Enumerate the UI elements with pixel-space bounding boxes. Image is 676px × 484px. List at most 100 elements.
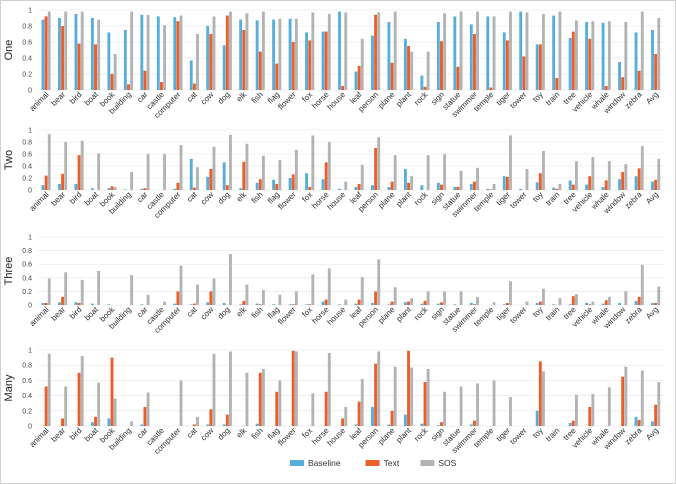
bar-text-fish	[258, 304, 262, 305]
bar-sos-house	[344, 299, 348, 305]
bar-sos-vehicle	[591, 301, 595, 305]
bar-baseline-dog	[222, 45, 226, 90]
bar-baseline-statue	[453, 16, 457, 90]
bar-baseline-book	[107, 304, 111, 305]
bar-baseline-leaf	[354, 424, 358, 426]
bar-sos-building	[130, 421, 134, 426]
bar-sos-flag	[278, 160, 282, 190]
bar-sos-computer	[179, 15, 183, 91]
bar-text-boat	[94, 416, 97, 426]
bar-sos-rock	[426, 51, 430, 90]
bar-sos-swimmer	[476, 296, 479, 305]
bar-baseline-boat	[90, 18, 94, 90]
bar-baseline-computer	[173, 17, 177, 91]
bar-baseline-flag	[272, 19, 276, 91]
bar-baseline-tiger	[502, 176, 506, 190]
bar-text-plant	[407, 46, 410, 90]
bar-text-fox	[308, 304, 312, 305]
bar-sos-elk	[245, 13, 249, 91]
bar-sos-tower	[525, 301, 529, 305]
bar-text-flower	[291, 350, 295, 426]
bar-sos-animal	[47, 278, 51, 305]
bar-baseline-book	[107, 32, 111, 90]
bar-text-window	[621, 77, 625, 90]
bar-baseline-whale	[601, 303, 605, 305]
bar-text-cow	[209, 409, 213, 426]
bar-sos-bird	[80, 11, 84, 91]
bar-text-cow	[209, 34, 213, 90]
bar-baseline-tower	[519, 188, 523, 190]
bar-sos-fish	[261, 155, 265, 190]
bar-sos-car	[146, 154, 150, 190]
bar-sos-fox	[311, 393, 315, 426]
bar-baseline-toy	[535, 182, 539, 190]
bar-baseline-sign	[436, 182, 440, 190]
bar-baseline-window	[618, 179, 621, 190]
bar-sos-statue	[459, 11, 463, 91]
bar-text-swimmer	[472, 304, 476, 305]
bar-baseline-fox	[305, 32, 308, 90]
bar-baseline-train	[552, 15, 556, 91]
bar-baseline-tree	[568, 180, 572, 190]
bar-sos-computer	[179, 380, 183, 426]
bar-text-fox	[308, 187, 312, 190]
y-tick-label: 1	[28, 128, 32, 135]
bar-baseline-flower	[288, 18, 292, 90]
bar-text-bird	[77, 155, 81, 190]
bar-text-cat	[192, 303, 196, 305]
bar-text-tree	[571, 420, 575, 426]
bar-sos-tiger	[509, 397, 512, 426]
bar-text-whale	[604, 180, 608, 190]
bar-sos-zebra	[640, 11, 644, 91]
bar-baseline-building	[123, 30, 127, 90]
bar-sos-house	[344, 12, 348, 90]
bar-text-toy	[538, 361, 542, 426]
bar-text-tiger	[505, 40, 509, 90]
y-tick-label: 0	[28, 88, 32, 95]
bar-text-book	[110, 357, 114, 426]
bar-sos-plane	[393, 366, 397, 426]
bar-text-swimmer	[472, 34, 476, 90]
y-tick-label: 0.8	[22, 363, 32, 370]
bar-baseline-fish	[255, 182, 259, 190]
bar-sos-whale	[607, 161, 611, 190]
bar-baseline-plant	[403, 414, 407, 426]
bar-baseline-book	[107, 418, 111, 426]
bar-text-fish	[258, 51, 262, 90]
bar-baseline-cat	[189, 158, 193, 190]
bar-text-plane	[390, 181, 394, 190]
bar-baseline-train	[552, 304, 556, 305]
bar-sos-leaf	[360, 38, 364, 90]
bar-baseline-car	[140, 424, 144, 426]
bar-baseline-sign	[436, 303, 440, 305]
y-tick-label: 0.6	[22, 262, 32, 269]
bar-text-tiger	[505, 176, 509, 190]
bar-text-tiger	[505, 302, 509, 305]
bar-sos-window	[624, 22, 628, 90]
bar-sos-tree	[574, 394, 578, 426]
bar-sos-building	[130, 172, 134, 190]
bar-sos-book	[113, 54, 117, 90]
bar-baseline-sign	[436, 425, 440, 426]
bar-text-avg	[654, 404, 658, 426]
bar-baseline-avg	[651, 181, 654, 190]
y-tick-label: 0.6	[22, 378, 32, 385]
bar-baseline-person	[371, 35, 374, 90]
bar-baseline-horse	[321, 179, 325, 190]
bar-text-bird	[77, 43, 81, 90]
bar-sos-rock	[426, 291, 430, 305]
bar-baseline-zebra	[634, 176, 638, 190]
bar-sos-house	[344, 407, 348, 426]
bar-text-cat	[192, 424, 196, 426]
bar-baseline-boat	[90, 188, 94, 190]
bar-text-sign	[440, 184, 443, 190]
bar-text-cat	[192, 187, 196, 190]
bar-sos-fish	[261, 11, 265, 91]
y-tick-label: 0.6	[22, 40, 32, 47]
bar-text-avg	[654, 179, 658, 190]
bar-sos-sign	[443, 13, 447, 91]
bar-sos-person	[377, 351, 381, 426]
bar-text-animal	[44, 175, 48, 190]
bar-text-car	[143, 70, 147, 90]
bar-text-tree	[571, 296, 575, 305]
